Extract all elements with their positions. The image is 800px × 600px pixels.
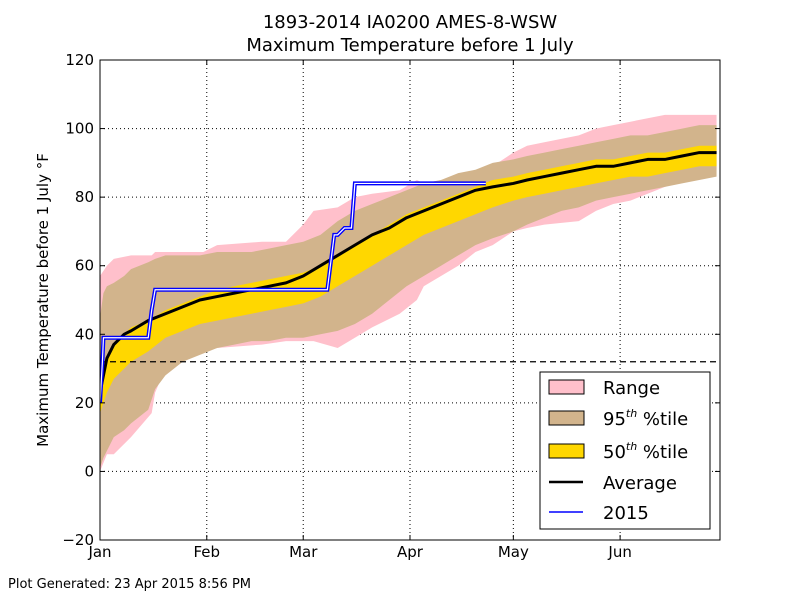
x-tick-label: Mar [289, 543, 318, 561]
legend-swatch-range [548, 379, 585, 395]
x-tick-label: Apr [397, 543, 424, 561]
average-line [100, 151, 717, 393]
y-tick-label: −20 [62, 531, 94, 549]
x-tick-label: Jan [87, 543, 111, 561]
legend-label-p50: 50th %tile [603, 440, 688, 463]
y-axis-label: Maximum Temperature before 1 July °F [34, 153, 52, 447]
y-tick-label: 100 [65, 120, 94, 138]
legend-swatch-p50 [548, 443, 585, 459]
y-tick-label: 60 [75, 257, 94, 275]
plot-generated-footer: Plot Generated: 23 Apr 2015 8:56 PM [8, 577, 252, 592]
y-tick-label: 0 [84, 462, 94, 480]
chart-title-line1: 1893-2014 IA0200 AMES-8-WSW [262, 12, 558, 33]
y-tick-label: 40 [75, 325, 94, 343]
x-tick-label: Feb [193, 543, 220, 561]
legend-swatch-p95 [548, 410, 585, 426]
legend-label-average: Average [603, 473, 677, 494]
y-tick-label: 120 [65, 51, 94, 69]
legend-label-p95: 95th %tile [603, 407, 688, 430]
series-2015-inner-line [100, 182, 486, 403]
x-tick-label: Jun [607, 543, 631, 561]
chart-title-line2: Maximum Temperature before 1 July [246, 35, 574, 56]
legend-label-range: Range [603, 378, 660, 399]
legend-label-y2015: 2015 [603, 503, 649, 524]
p50-band [100, 145, 717, 414]
x-tick-label: May [498, 543, 529, 561]
y-tick-label: 80 [75, 188, 94, 206]
y-tick-label: 20 [75, 394, 94, 412]
